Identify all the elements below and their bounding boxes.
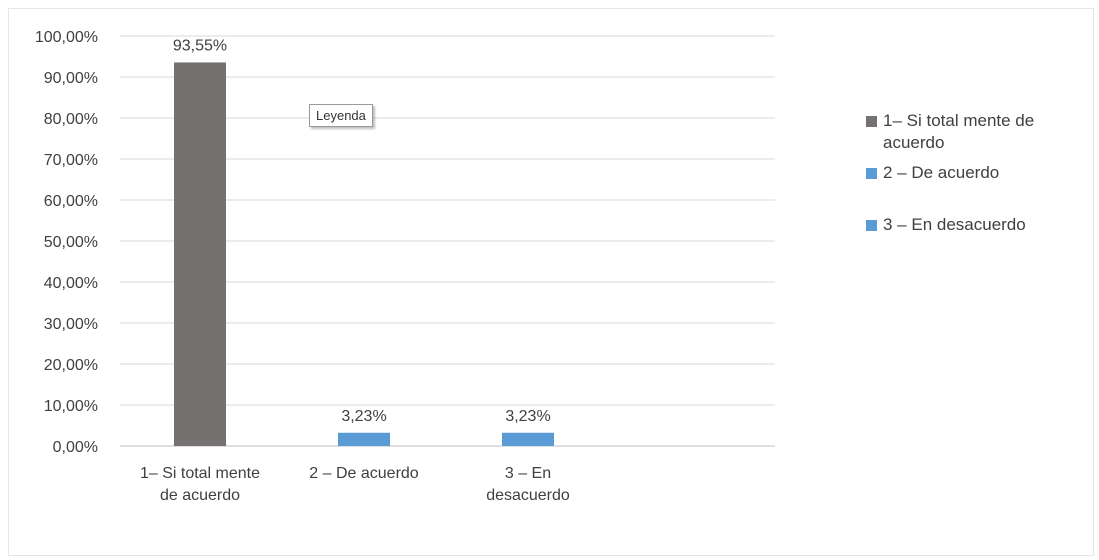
y-tick-label: 100,00% [35, 29, 98, 46]
bar [502, 432, 554, 446]
y-tick-label: 80,00% [44, 111, 98, 128]
legend-label: 3 – En desacuerdo [883, 215, 1026, 234]
bar [174, 62, 226, 446]
data-label: 93,55% [173, 37, 227, 54]
legend-swatch [866, 220, 877, 231]
x-tick-label: 3 – En [505, 465, 551, 482]
legend-tooltip: Leyenda [309, 104, 373, 127]
legend-item-totalmente-de-acuerdo: 1– Si total mente de acuerdo [866, 110, 1091, 154]
x-tick-label: desacuerdo [486, 487, 570, 504]
legend-label: 2 – De acuerdo [883, 163, 1000, 182]
x-tick-label: 2 – De acuerdo [309, 465, 419, 482]
y-tick-label: 50,00% [44, 234, 98, 251]
bar [338, 432, 390, 446]
y-tick-label: 70,00% [44, 152, 98, 169]
x-tick-label: de acuerdo [160, 487, 240, 504]
legend-item-en-desacuerdo: 3 – En desacuerdo [866, 214, 1091, 236]
y-tick-label: 10,00% [44, 398, 98, 415]
legend-swatch [866, 116, 877, 127]
legend-item-de-acuerdo: 2 – De acuerdo [866, 162, 1091, 184]
legend-swatch [866, 168, 877, 179]
y-tick-label: 60,00% [44, 193, 98, 210]
legend-label: 1– Si total mente de acuerdo [883, 111, 1035, 152]
data-label: 3,23% [505, 408, 550, 425]
y-tick-label: 30,00% [44, 316, 98, 333]
legend: 1– Si total mente de acuerdo 2 – De acue… [866, 110, 1091, 244]
x-tick-label: 1– Si total mente [140, 465, 260, 482]
y-tick-label: 40,00% [44, 275, 98, 292]
y-tick-label: 0,00% [53, 439, 98, 456]
data-label: 3,23% [341, 408, 386, 425]
y-tick-label: 20,00% [44, 357, 98, 374]
y-tick-label: 90,00% [44, 70, 98, 87]
